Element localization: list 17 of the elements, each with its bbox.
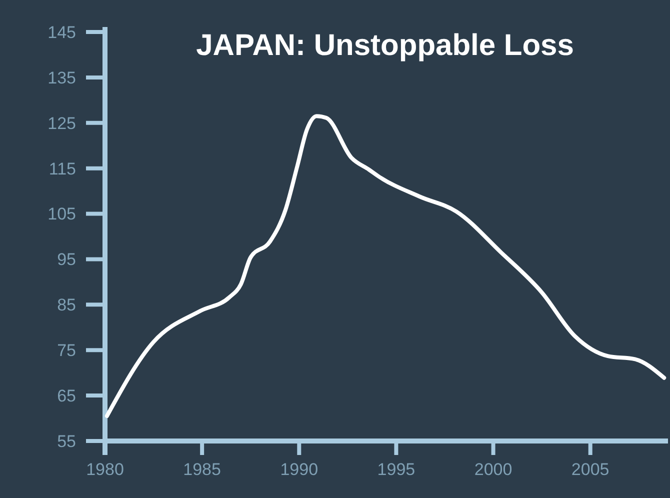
- x-tick-label: 2000: [474, 460, 512, 479]
- x-tick-label: 1995: [377, 460, 416, 479]
- x-tick-label: 2005: [571, 460, 610, 479]
- y-tick-label: 135: [48, 68, 76, 88]
- x-tick-label: 1980: [86, 460, 124, 479]
- y-tick-label: 115: [48, 159, 76, 178]
- y-tick-label: 65: [57, 386, 76, 406]
- chart-title: JAPAN: Unstoppable Loss: [196, 29, 574, 62]
- x-tick-label: 1985: [183, 460, 221, 479]
- y-tick-label: 145: [48, 22, 76, 42]
- y-tick-label: 75: [57, 341, 76, 360]
- y-tick-label: 125: [48, 114, 76, 133]
- x-tick-label: 1990: [280, 460, 318, 479]
- y-tick-label: 95: [57, 250, 76, 270]
- y-tick-label: 105: [48, 204, 76, 224]
- y-tick-label: 85: [57, 296, 76, 315]
- y-tick-label: 55: [57, 432, 76, 451]
